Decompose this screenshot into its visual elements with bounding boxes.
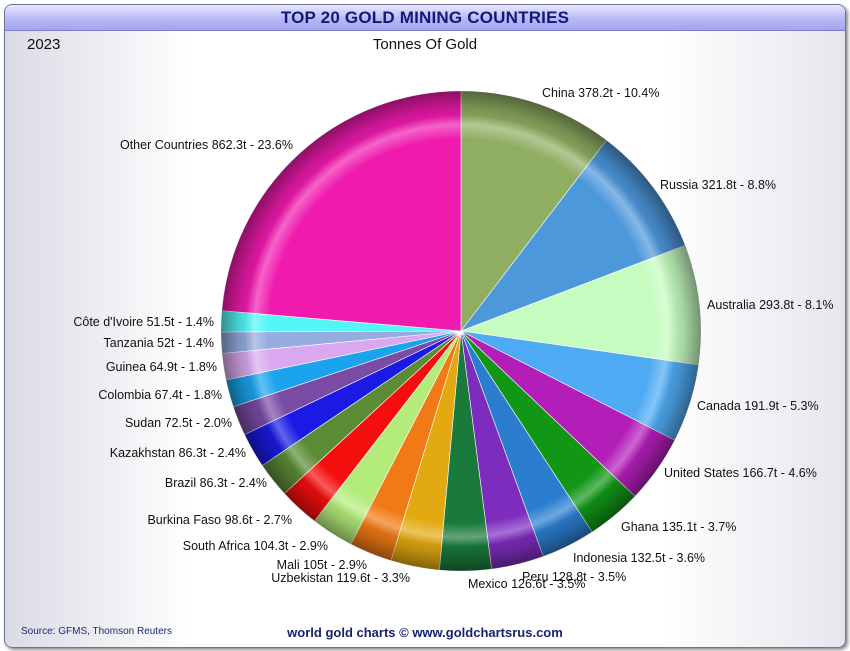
slice-label-canada: Canada 191.9t - 5.3%	[697, 399, 819, 413]
slice-label-australia: Australia 293.8t - 8.1%	[707, 298, 833, 312]
slice-label-russia: Russia 321.8t - 8.8%	[660, 178, 776, 192]
slice-label-other-countries: Other Countries 862.3t - 23.6%	[120, 138, 293, 152]
slice-other-countries	[221, 90, 462, 332]
slice-labels: China 378.2t - 10.4% Russia 321.8t - 8.8%…	[73, 86, 833, 591]
slice-label-burkina-faso: Burkina Faso 98.6t - 2.7%	[147, 513, 292, 527]
year-label: 2023	[27, 36, 61, 53]
slice-label-mali: Mali 105t - 2.9%	[277, 558, 367, 572]
slice-label-kazakhstan: Kazakhstan 86.3t - 2.4%	[110, 446, 246, 460]
slice-label-cote-d-ivoire: Côte d'Ivoire 51.5t - 1.4%	[73, 315, 214, 329]
chart-title: TOP 20 GOLD MINING COUNTRIES	[5, 5, 845, 31]
slice-label-uzbekistan: Uzbekistan 119.6t - 3.3%	[271, 571, 410, 585]
slice-label-indonesia: Indonesia 132.5t - 3.6%	[573, 551, 705, 565]
slice-label-colombia: Colombia 67.4t - 1.8%	[98, 388, 222, 402]
pie-slices	[220, 90, 702, 572]
slice-label-sudan: Sudan 72.5t - 2.0%	[125, 416, 232, 430]
slice-label-brazil: Brazil 86.3t - 2.4%	[165, 476, 267, 490]
chart-subtitle: Tonnes Of Gold	[372, 36, 478, 53]
slice-label-china: China 378.2t - 10.4%	[542, 86, 659, 100]
slice-label-guinea: Guinea 64.9t - 1.8%	[106, 360, 217, 374]
slice-label-peru: Peru 128.8t - 3.5%	[522, 570, 626, 584]
source-note: Source: GFMS, Thomson Reuters	[21, 626, 172, 637]
slice-label-tanzania: Tanzania 52t - 1.4%	[104, 336, 215, 350]
slice-label-south-africa: South Africa 104.3t - 2.9%	[183, 539, 328, 553]
slice-label-mexico: Mexico 126.6t - 3.5%	[468, 577, 585, 591]
footer-credit: world gold charts © www.goldchartsrus.co…	[287, 625, 563, 640]
slice-label-ghana: Ghana 135.1t - 3.7%	[621, 520, 736, 534]
slice-label-united-states: United States 166.7t - 4.6%	[664, 466, 817, 480]
